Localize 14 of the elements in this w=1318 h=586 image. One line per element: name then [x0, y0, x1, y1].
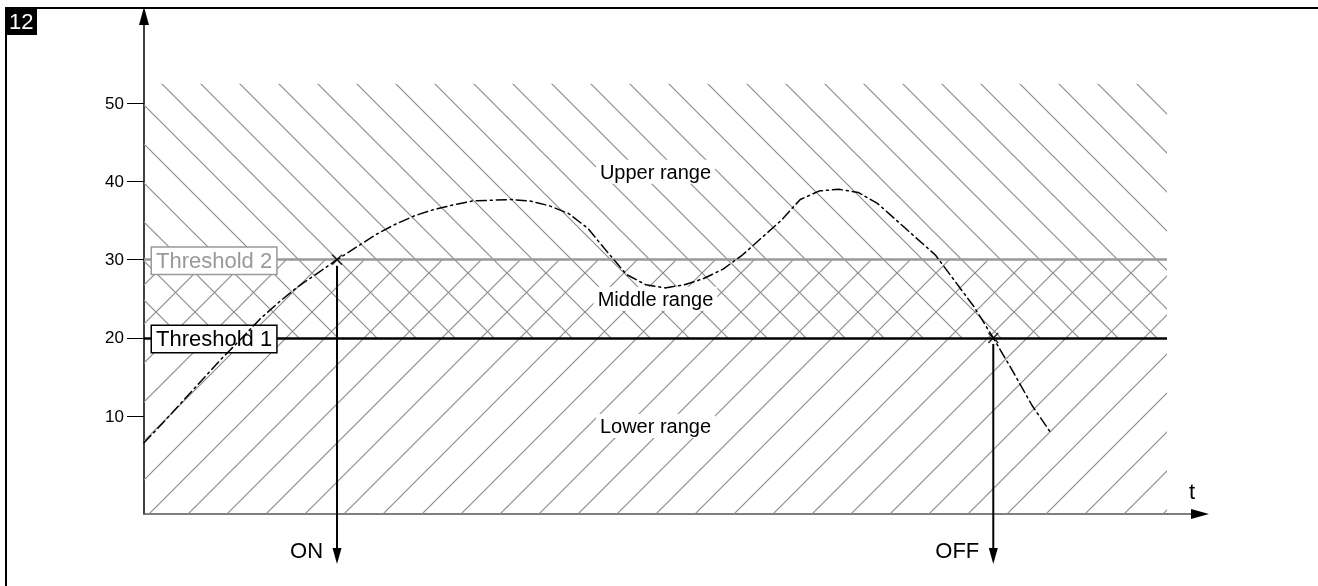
x-axis-title: t	[1189, 478, 1196, 504]
y-tick-label: 30	[105, 250, 124, 270]
y-tick-label: 10	[105, 406, 124, 426]
band-label: Upper range	[599, 160, 712, 183]
ref-line-label: Threshold 2	[156, 248, 273, 274]
y-tick-label: 20	[105, 328, 124, 348]
ref-line-label: Threshold 1	[156, 326, 273, 352]
text: OFF	[935, 538, 980, 564]
band-label: Lower range	[599, 414, 712, 437]
text: ON	[290, 538, 324, 564]
y-tick-label: 40	[105, 171, 124, 191]
y-tick-label: 50	[105, 93, 124, 113]
band-label: Middle range	[597, 287, 714, 310]
text: 12	[5, 9, 38, 35]
